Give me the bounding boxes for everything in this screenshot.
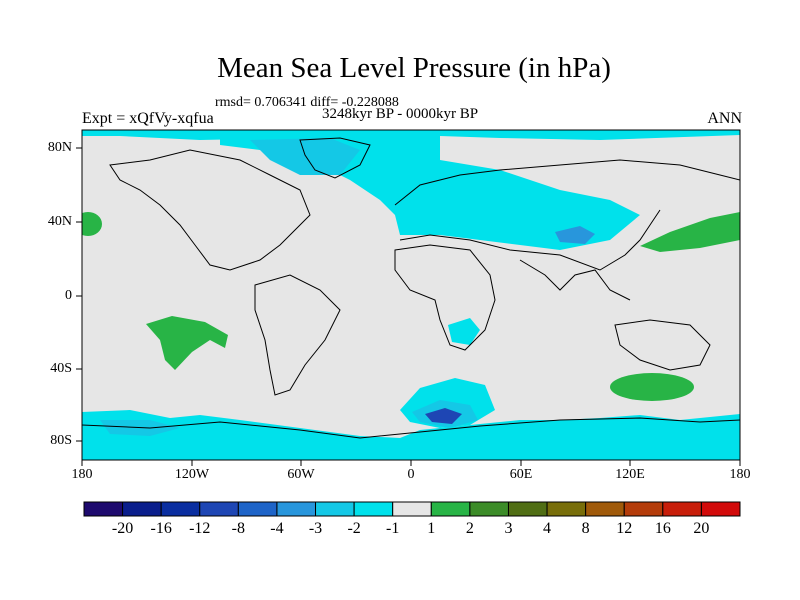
colorbar-swatch	[546, 501, 587, 517]
colorbar-swatch	[392, 501, 432, 517]
colorbar-swatch	[353, 501, 394, 517]
colorbar-swatch	[623, 501, 664, 517]
colorbar-swatch	[122, 501, 162, 517]
lon-tick-180w: 180	[71, 467, 93, 482]
colorbar-label: 12	[616, 520, 633, 537]
colorbar-swatch	[276, 501, 317, 517]
colorbar-label: 16	[654, 520, 671, 537]
lon-tick-120w: 120W	[174, 467, 210, 482]
colorbar-label: -2	[347, 520, 361, 537]
colorbar-swatch	[237, 501, 278, 517]
colorbar-label: 2	[465, 520, 474, 537]
colorbar-swatch	[315, 501, 355, 517]
lon-tick-60w: 60W	[287, 467, 315, 482]
map-title: Mean Sea Level Pressure (in hPa)	[217, 52, 611, 84]
colorbar-label: -20	[111, 520, 134, 537]
anomaly-south-pacific	[146, 316, 228, 370]
colorbar-label: 3	[504, 520, 513, 537]
lon-tick-0: 0	[407, 467, 415, 482]
anomaly-southern-ocean-core	[425, 408, 462, 424]
colorbar-label: 4	[543, 520, 552, 537]
anomaly-north-pacific	[640, 212, 740, 252]
colorbar-label: -4	[270, 520, 284, 537]
colorbar-label: 20	[693, 520, 710, 537]
anomaly-arctic-strip	[82, 130, 740, 140]
colorbar-swatch	[507, 501, 548, 517]
anomaly-greenland	[250, 138, 360, 175]
season-label: ANN	[707, 110, 742, 127]
colorbar-swatch	[83, 501, 124, 517]
lon-tick-120e: 120E	[615, 467, 645, 482]
lat-tick-0: 0	[65, 288, 72, 303]
tick-marks	[76, 147, 741, 466]
coastlines	[82, 137, 740, 439]
colorbar-swatch	[585, 501, 625, 517]
experiment-label: Expt = xQfVy-xqfua	[82, 110, 214, 127]
period-label: 3248kyr BP - 0000kyr BP	[322, 106, 479, 122]
colorbar-swatch	[199, 501, 239, 517]
colorbar-label: -3	[308, 520, 323, 537]
colorbar-label: 1	[427, 520, 436, 537]
lon-tick-60e: 60E	[509, 467, 533, 482]
lat-tick-80n: 80N	[47, 140, 72, 155]
colorbar-swatch	[700, 501, 741, 517]
lat-tick-40n: 40N	[47, 214, 72, 229]
anomaly-central-asia-core	[555, 226, 595, 244]
colorbar-swatch	[662, 501, 702, 517]
lat-tick-40s: 40S	[50, 361, 72, 376]
colorbar-swatch	[160, 501, 201, 517]
anomaly-southern-africa	[448, 318, 480, 345]
anomaly-antarctic-west	[82, 410, 740, 460]
colorbar-label: -16	[150, 520, 172, 537]
lon-tick-180e: 180	[729, 467, 751, 482]
anomaly-north-pacific-west	[82, 212, 102, 236]
lat-tick-80s: 80S	[50, 433, 72, 448]
colorbar-swatch	[469, 501, 509, 517]
anomaly-south-indian	[610, 373, 694, 401]
stats-label: rmsd= 0.706341 diff= -0.228088	[215, 95, 399, 110]
colorbar-swatch	[430, 501, 471, 517]
colorbar-label: -1	[386, 520, 400, 537]
colorbar-label: 8	[581, 520, 590, 537]
colorbar-label: -12	[189, 520, 211, 537]
colorbar-label: -8	[231, 520, 245, 537]
